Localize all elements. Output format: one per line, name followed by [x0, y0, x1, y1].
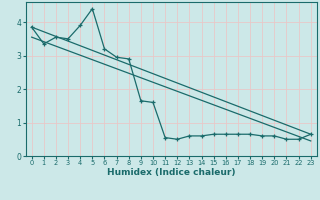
- X-axis label: Humidex (Indice chaleur): Humidex (Indice chaleur): [107, 168, 236, 177]
